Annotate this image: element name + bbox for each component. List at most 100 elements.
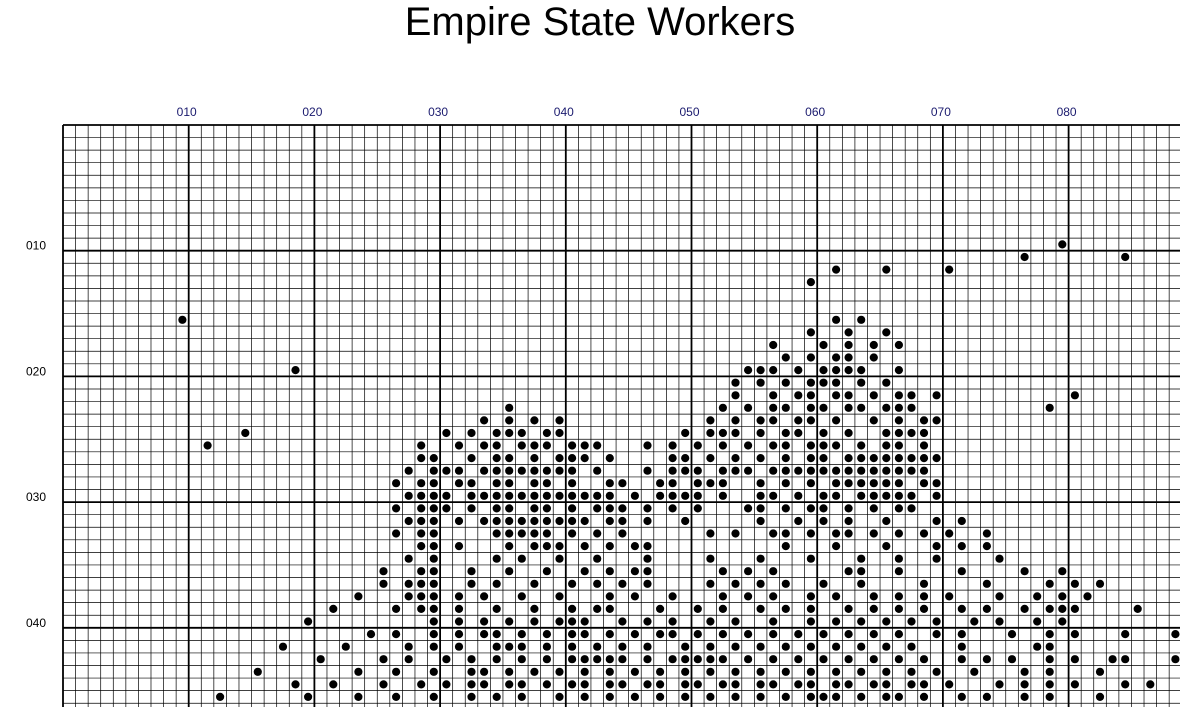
data-point (580, 680, 589, 689)
data-point (505, 403, 514, 412)
data-point (530, 491, 539, 500)
data-point (203, 441, 212, 450)
data-point (819, 441, 828, 450)
data-point (580, 567, 589, 576)
data-point (706, 667, 715, 676)
data-point (794, 416, 803, 425)
x-tick-label: 040 (554, 105, 574, 119)
data-point (630, 667, 640, 676)
data-point (932, 454, 941, 463)
data-point (530, 529, 539, 538)
data-point (593, 554, 602, 563)
data-point (568, 491, 577, 500)
data-point (1058, 604, 1067, 614)
data-point (568, 441, 577, 450)
data-point (919, 655, 929, 664)
data-point (819, 428, 828, 438)
data-point (995, 680, 1004, 689)
data-point (605, 604, 614, 614)
data-point (1020, 252, 1029, 262)
data-point (706, 479, 715, 488)
data-point (668, 441, 677, 450)
data-point (907, 466, 916, 475)
data-point (857, 554, 866, 563)
data-point (832, 378, 841, 387)
data-point (1058, 240, 1067, 249)
data-point (517, 630, 526, 639)
data-point (1020, 667, 1029, 676)
data-point (605, 479, 614, 488)
data-point (1070, 604, 1079, 614)
data-point (832, 416, 841, 425)
data-point (429, 504, 438, 513)
data-point (291, 366, 300, 375)
data-point (517, 441, 526, 450)
data-point (1045, 630, 1054, 639)
data-point (1121, 252, 1130, 262)
data-point (832, 491, 841, 500)
data-point (580, 630, 589, 639)
data-point (857, 642, 866, 651)
data-point (756, 491, 765, 500)
data-point (819, 516, 828, 526)
data-point (882, 516, 891, 526)
data-point (706, 655, 715, 664)
data-point (404, 554, 413, 563)
data-point (392, 667, 401, 676)
data-point (869, 592, 878, 601)
data-point (568, 642, 577, 651)
data-point (882, 479, 891, 488)
data-point (392, 529, 401, 538)
data-point (932, 391, 941, 400)
data-point (1045, 403, 1054, 412)
data-point (354, 692, 363, 702)
data-point (392, 692, 401, 702)
data-point (706, 642, 715, 651)
data-point (806, 416, 816, 425)
data-point (643, 542, 652, 551)
data-point (681, 428, 690, 438)
data-point (329, 680, 338, 689)
data-point (1146, 680, 1155, 689)
data-point (832, 617, 841, 626)
data-point (1121, 655, 1130, 664)
data-point (781, 378, 790, 387)
data-point (542, 567, 552, 576)
data-point (1070, 391, 1079, 400)
data-point (454, 642, 464, 651)
data-point (832, 642, 841, 651)
y-tick-label: 030 (26, 490, 46, 504)
data-point (819, 340, 828, 350)
data-point (618, 529, 627, 538)
data-point (731, 667, 740, 676)
data-point (819, 692, 828, 702)
data-point (894, 340, 904, 350)
data-point (769, 340, 778, 350)
data-point (894, 391, 904, 400)
data-point (756, 554, 765, 563)
data-point (844, 680, 853, 689)
data-point (530, 504, 539, 513)
data-point (832, 692, 841, 702)
data-point (857, 378, 866, 387)
data-point (593, 466, 602, 475)
data-point (982, 529, 992, 538)
data-point (605, 542, 614, 551)
data-point (844, 630, 853, 639)
y-tick-label: 040 (26, 616, 46, 630)
data-point (404, 655, 413, 664)
data-point (643, 655, 652, 664)
data-point (882, 403, 891, 412)
data-point (417, 567, 426, 576)
data-point (530, 667, 539, 676)
data-point (429, 516, 438, 526)
data-point (630, 630, 640, 639)
data-point (731, 680, 740, 689)
data-point (731, 391, 740, 400)
data-point (706, 529, 715, 538)
data-point (417, 516, 426, 526)
data-point (253, 667, 262, 676)
data-point (907, 391, 916, 400)
data-point (907, 491, 916, 500)
data-point (882, 441, 891, 450)
